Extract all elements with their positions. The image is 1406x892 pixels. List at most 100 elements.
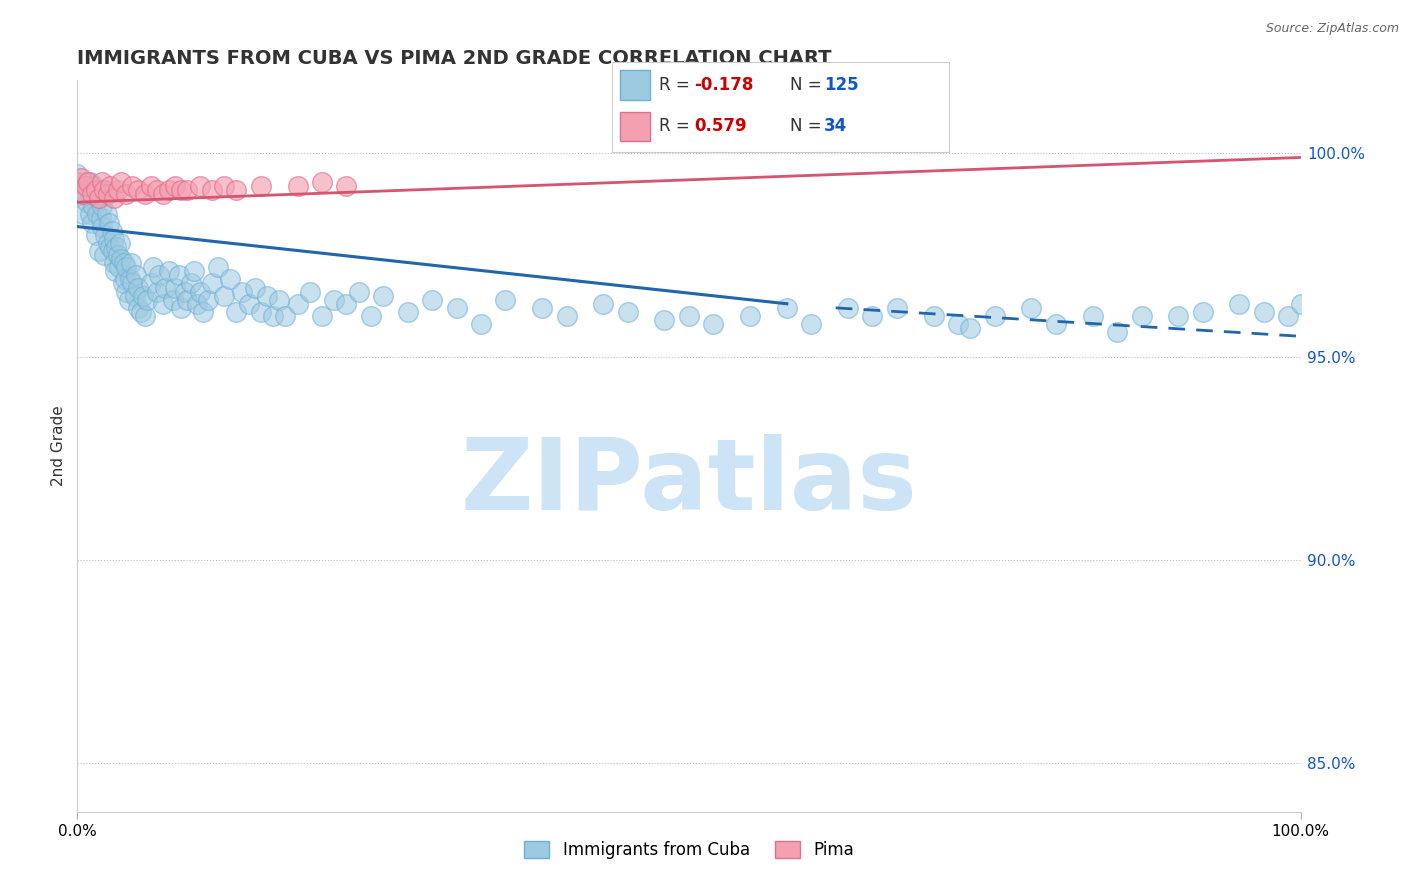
Point (79, 187, 101, 202)
Point (162, 293, 184, 307)
Point (207, 260, 229, 275)
Point (110, 252, 132, 266)
Point (79, 207, 101, 221)
Point (1130, 309, 1153, 323)
Point (531, 301, 554, 315)
Point (115, 187, 138, 202)
Point (93, 183, 115, 197)
Text: -0.178: -0.178 (695, 76, 754, 95)
Point (287, 297, 309, 311)
Point (90, 199, 112, 213)
Point (93, 248, 115, 262)
Point (98, 215, 121, 229)
Point (129, 305, 152, 319)
Point (654, 313, 676, 327)
Point (776, 301, 799, 315)
Point (125, 268, 148, 283)
Point (201, 277, 224, 291)
Point (984, 309, 1007, 323)
Point (170, 301, 193, 315)
Point (837, 301, 859, 315)
Point (89, 191, 111, 205)
Point (121, 178, 143, 193)
Point (103, 191, 125, 205)
Point (165, 178, 187, 193)
Point (886, 301, 908, 315)
Point (188, 285, 211, 299)
Point (75, 178, 97, 193)
Point (946, 317, 969, 331)
Point (139, 277, 162, 291)
Point (495, 293, 517, 307)
Point (250, 178, 273, 193)
Point (420, 293, 443, 307)
Point (110, 175, 132, 189)
Text: R =: R = (659, 117, 695, 136)
Point (136, 293, 159, 307)
Point (1107, 325, 1129, 339)
FancyBboxPatch shape (620, 70, 651, 100)
Point (66, 175, 89, 189)
Text: N =: N = (790, 117, 827, 136)
Point (107, 248, 129, 262)
Point (104, 264, 127, 278)
Point (107, 183, 129, 197)
Point (269, 293, 291, 307)
Point (120, 256, 142, 270)
Point (97, 235, 120, 250)
Point (90, 175, 112, 189)
Point (250, 305, 273, 319)
Point (371, 288, 394, 302)
Point (347, 285, 370, 299)
Point (170, 183, 193, 197)
Point (118, 293, 141, 307)
Point (139, 178, 162, 193)
Point (174, 285, 197, 299)
Point (1021, 301, 1043, 315)
Point (72, 207, 94, 221)
Point (1045, 317, 1067, 331)
Point (165, 280, 187, 294)
Point (678, 309, 700, 323)
Point (959, 321, 981, 335)
Point (225, 183, 247, 197)
Point (702, 317, 724, 331)
Point (152, 187, 174, 202)
Point (128, 183, 150, 197)
Point (90, 219, 112, 234)
Text: N =: N = (790, 76, 827, 95)
Point (157, 264, 180, 278)
Point (108, 260, 131, 275)
Point (155, 280, 177, 294)
Point (922, 309, 945, 323)
Point (97, 187, 120, 202)
Point (90, 183, 112, 197)
Point (1253, 305, 1275, 319)
Point (103, 232, 125, 246)
Point (183, 264, 205, 278)
Point (76, 195, 98, 210)
Point (197, 293, 219, 307)
Point (134, 309, 156, 323)
Point (75, 175, 97, 189)
Point (446, 301, 468, 315)
Point (70, 170, 93, 185)
Point (84, 227, 107, 242)
Point (111, 277, 134, 291)
Point (323, 293, 346, 307)
Point (148, 268, 170, 283)
Point (94, 227, 117, 242)
Point (180, 277, 202, 291)
Point (142, 260, 165, 275)
Point (298, 285, 321, 299)
Point (311, 309, 333, 323)
Point (77, 175, 100, 189)
Text: 34: 34 (824, 117, 848, 136)
Point (287, 178, 309, 193)
Point (201, 183, 224, 197)
Point (1081, 309, 1104, 323)
Point (800, 317, 823, 331)
Point (274, 309, 297, 323)
Point (470, 317, 492, 331)
Point (262, 309, 284, 323)
